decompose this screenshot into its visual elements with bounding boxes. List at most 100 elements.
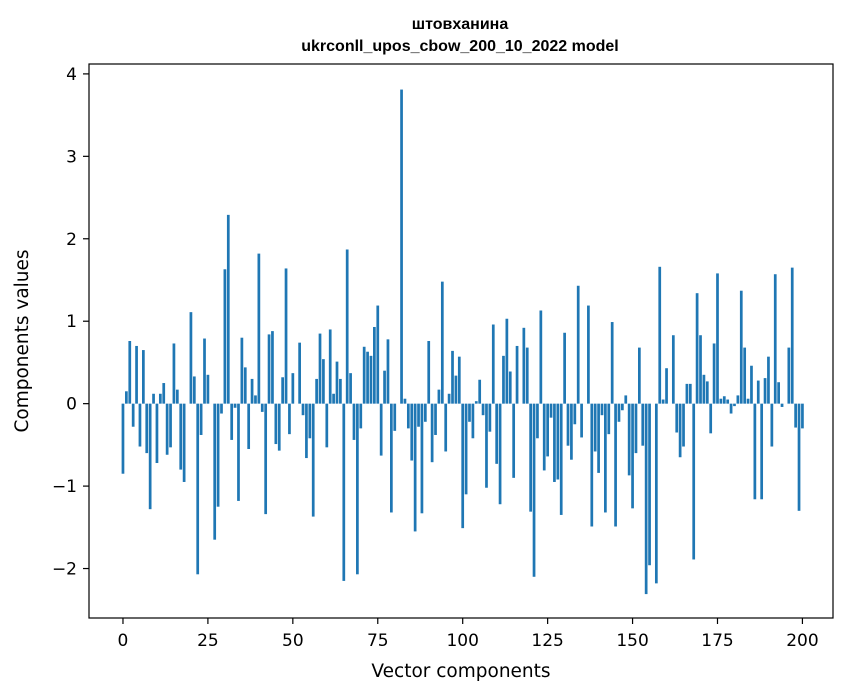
bar bbox=[777, 382, 780, 404]
bar bbox=[199, 403, 203, 435]
bar bbox=[298, 342, 301, 404]
bar bbox=[328, 329, 332, 404]
bar bbox=[600, 403, 604, 416]
bar bbox=[736, 395, 740, 404]
bar bbox=[352, 403, 356, 440]
bar bbox=[162, 383, 166, 404]
bar bbox=[386, 339, 390, 404]
bar bbox=[169, 403, 172, 448]
bar bbox=[631, 403, 634, 509]
bar bbox=[454, 375, 458, 404]
bar bbox=[763, 378, 767, 404]
bar bbox=[678, 403, 682, 458]
bar bbox=[254, 395, 257, 404]
bar bbox=[332, 393, 335, 404]
x-axis-label: Vector components bbox=[371, 661, 550, 682]
bar bbox=[264, 403, 268, 515]
bar bbox=[220, 403, 223, 414]
y-tick-label: −1 bbox=[52, 477, 77, 497]
bar bbox=[148, 403, 152, 510]
bar bbox=[712, 343, 716, 404]
bar bbox=[362, 346, 366, 404]
bar bbox=[325, 403, 329, 448]
bar bbox=[559, 403, 563, 515]
bar bbox=[128, 341, 132, 404]
bar bbox=[593, 403, 597, 452]
bar bbox=[699, 335, 702, 404]
bar bbox=[614, 403, 617, 527]
bar bbox=[580, 403, 583, 438]
bar bbox=[447, 393, 451, 404]
bar bbox=[260, 403, 264, 412]
bar bbox=[539, 310, 543, 404]
bar bbox=[237, 403, 240, 501]
bar bbox=[597, 403, 600, 473]
bar bbox=[566, 403, 570, 446]
bar bbox=[430, 403, 434, 463]
bar bbox=[250, 378, 254, 404]
bar bbox=[726, 399, 730, 404]
bar bbox=[508, 371, 512, 404]
bar bbox=[145, 403, 149, 454]
bar bbox=[457, 356, 461, 404]
bar bbox=[420, 403, 424, 514]
bar bbox=[502, 355, 505, 404]
bar bbox=[648, 403, 651, 566]
bar bbox=[525, 347, 529, 404]
bar bbox=[233, 403, 237, 408]
bar bbox=[556, 403, 560, 480]
bar bbox=[695, 293, 699, 404]
bar bbox=[709, 403, 713, 434]
bar bbox=[427, 341, 431, 404]
bar bbox=[175, 389, 179, 404]
bar bbox=[444, 403, 448, 452]
x-tick-label: 100 bbox=[446, 631, 478, 651]
bar bbox=[257, 253, 261, 404]
bar bbox=[437, 389, 441, 404]
bar bbox=[359, 403, 363, 429]
x-tick-label: 200 bbox=[786, 631, 818, 651]
bar bbox=[563, 332, 566, 404]
bars-group bbox=[121, 89, 804, 595]
bar bbox=[440, 281, 444, 404]
bar bbox=[305, 403, 308, 459]
x-tick-label: 25 bbox=[197, 631, 219, 651]
bar bbox=[478, 379, 482, 404]
bar bbox=[532, 403, 536, 577]
bar bbox=[546, 403, 549, 457]
y-tick-label: 2 bbox=[66, 230, 77, 250]
x-tick-label: 75 bbox=[367, 631, 389, 651]
y-tick-label: 0 bbox=[66, 395, 77, 415]
bar bbox=[488, 403, 492, 432]
bar bbox=[570, 403, 573, 460]
bar bbox=[366, 351, 369, 404]
bar bbox=[192, 376, 196, 404]
bar bbox=[512, 403, 516, 478]
bar bbox=[610, 322, 614, 404]
y-tick-label: 4 bbox=[66, 65, 77, 85]
bar bbox=[196, 403, 200, 575]
bar bbox=[464, 403, 468, 495]
bar bbox=[617, 403, 621, 422]
bar bbox=[797, 403, 801, 511]
bar bbox=[288, 403, 291, 435]
bar bbox=[223, 269, 227, 404]
bar bbox=[373, 326, 376, 404]
bar bbox=[644, 403, 648, 595]
bar bbox=[675, 403, 679, 433]
bar bbox=[267, 334, 271, 404]
bar bbox=[461, 403, 465, 529]
bar bbox=[719, 398, 723, 404]
bar bbox=[369, 355, 373, 404]
bar bbox=[284, 268, 288, 404]
bar bbox=[182, 403, 186, 482]
bar bbox=[226, 214, 230, 404]
bar bbox=[705, 381, 709, 404]
bar bbox=[495, 403, 499, 464]
bar bbox=[753, 403, 757, 500]
bar bbox=[638, 347, 641, 404]
bar bbox=[790, 267, 794, 404]
y-tick-label: 3 bbox=[66, 147, 77, 167]
bar bbox=[773, 274, 777, 404]
bar bbox=[491, 324, 495, 404]
